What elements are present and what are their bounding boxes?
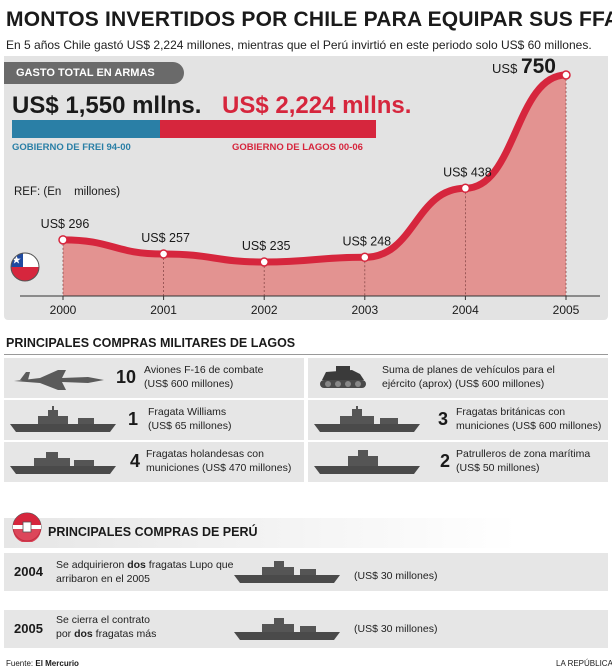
frigate-icon: [10, 406, 116, 432]
item-description: Suma de planes de vehículos para el: [382, 364, 555, 376]
data-label: US$ 296: [41, 217, 90, 231]
data-label: US$ 438: [443, 165, 492, 179]
desc-text: fragatas más: [92, 628, 157, 640]
frei-government-label: GOBIERNO DE FREI 94-00: [12, 142, 131, 153]
x-tick-label: 2004: [452, 303, 479, 317]
item-description: Fragatas británicas con: [456, 406, 566, 418]
data-label: US$ 257: [141, 231, 190, 245]
purchase-description-line2: por dos fragatas más: [56, 628, 156, 640]
item-description: Fragata Williams: [148, 406, 227, 418]
x-tick-label: 2001: [150, 303, 177, 317]
desc-text: fragatas Lupo que: [145, 559, 234, 571]
frei-amount: US$ 1,550 mllns.: [12, 92, 202, 119]
data-point: [360, 252, 370, 263]
x-tick-label: 2002: [251, 303, 278, 317]
data-point: [58, 235, 68, 245]
x-tick-label: 2000: [50, 303, 77, 317]
page-subtitle: En 5 años Chile gastó US$ 2,224 millones…: [6, 38, 592, 52]
lagos-spending-bar: [160, 120, 376, 138]
item-cost: (US$ 600 millones): [144, 378, 234, 390]
purchase-amount: (US$ 30 millones): [354, 623, 438, 635]
data-point: [561, 70, 571, 80]
list-item: 3 Fragatas británicas con municiones (US…: [308, 400, 608, 440]
item-cost: (US$ 65 millones): [148, 420, 232, 432]
item-cost: municiones (US$ 600 millones): [456, 420, 602, 432]
frigate-icon: [234, 561, 340, 583]
list-item: 10 Aviones F-16 de combate (US$ 600 mill…: [4, 358, 304, 398]
fighter-jet-icon: [14, 370, 104, 390]
frigate-icon: [314, 406, 420, 432]
lagos-government-label: GOBIERNO DE LAGOS 00-06: [232, 142, 363, 153]
data-label: US$ 235: [242, 239, 291, 253]
section-divider: [4, 354, 608, 355]
frigate-icon: [234, 618, 340, 640]
data-label: US$ 248: [342, 234, 391, 248]
spending-area-chart: 2000 US$ 296 2001 US$ 257 2002 US$ 235 2003 US$…: [20, 55, 600, 317]
data-point: [158, 249, 169, 259]
purchase-description: Se cierra el contrato: [56, 614, 150, 626]
item-description: Fragatas holandesas con: [146, 448, 264, 460]
item-description: Patrulleros de zona marítima: [456, 448, 591, 460]
peru-section-title: PRINCIPALES COMPRAS DE PERÚ: [48, 525, 258, 539]
chile-flag-icon: [10, 252, 40, 282]
purchase-description-line2: arribaron en el 2005: [56, 573, 150, 585]
data-label: US$ 750: [492, 55, 556, 78]
item-quantity: 10: [116, 367, 137, 387]
source-prefix: Fuente:: [6, 659, 36, 668]
desc-text: Se adquirieron: [56, 559, 128, 571]
peru-section-header: [4, 518, 608, 548]
tank-icon: [320, 366, 366, 388]
item-quantity: 3: [438, 409, 449, 429]
source-name: El Mercurio: [35, 659, 79, 668]
item-quantity: 4: [130, 451, 141, 471]
list-item: 4 Fragatas holandesas con municiones (US…: [4, 442, 304, 482]
page-title: MONTOS INVERTIDOS POR CHILE PARA EQUIPAR…: [6, 8, 612, 31]
publisher-credit: LA REPÚBLICA: [556, 659, 612, 668]
list-item: 2 Patrulleros de zona marítima (US$ 50 m…: [308, 442, 608, 482]
x-tick-label: 2003: [351, 303, 378, 317]
frigate-icon: [10, 452, 116, 474]
lagos-amount: US$ 2,224 mllns.: [222, 92, 412, 119]
axis-reference-label: REF: (En millones): [14, 186, 121, 198]
patrol-boat-icon: [314, 450, 420, 474]
purchase-year: 2004: [14, 564, 43, 579]
item-quantity: 1: [128, 409, 139, 429]
data-point: [259, 257, 269, 267]
item-cost: ejército (aprox) (US$ 600 millones): [382, 378, 545, 390]
gasto-total-tab: GASTO TOTAL EN ARMAS: [4, 62, 184, 84]
chile-section-title: PRINCIPALES COMPRAS MILITARES DE LAGOS: [6, 336, 296, 350]
table-row: 2005 Se cierra el contrato por dos fraga…: [4, 610, 608, 648]
item-description: Aviones F-16 de combate: [144, 364, 264, 376]
list-item: 1 Fragata Williams (US$ 65 millones): [4, 400, 304, 440]
frei-spending-bar: [12, 120, 160, 138]
purchase-description: Se adquirieron dos fragatas Lupo que: [56, 559, 233, 571]
desc-bold: dos: [74, 628, 93, 640]
item-quantity: 2: [440, 451, 451, 471]
data-point: [460, 183, 471, 194]
list-item: Suma de planes de vehículos para el ejér…: [308, 358, 608, 398]
desc-text: por: [56, 628, 75, 640]
item-cost: municiones (US$ 470 millones): [146, 462, 292, 474]
table-row: 2004 Se adquirieron dos fragatas Lupo qu…: [4, 553, 608, 591]
chart-area-fill: [63, 75, 566, 296]
item-cost: (US$ 50 millones): [456, 462, 540, 474]
desc-bold: dos: [127, 559, 146, 571]
peru-shield-icon: [12, 512, 42, 542]
purchase-amount: (US$ 30 millones): [354, 570, 438, 582]
x-tick-label: 2005: [553, 303, 580, 317]
source-note: Fuente: El Mercurio: [6, 659, 79, 668]
purchase-year: 2005: [14, 621, 43, 636]
